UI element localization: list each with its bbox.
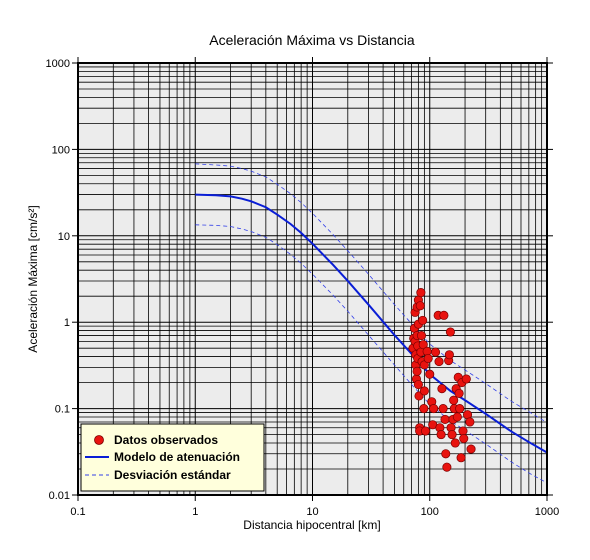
grid	[77, 63, 547, 496]
observed-point	[442, 462, 452, 472]
observed-point	[415, 301, 425, 311]
legend: Datos observados Modelo de atenuación De…	[80, 423, 265, 492]
observed-point	[449, 395, 459, 405]
observed-point	[438, 404, 448, 414]
observed-point	[423, 353, 433, 364]
legend-label-model: Modelo de atenuación	[114, 450, 240, 464]
observed-point	[413, 379, 423, 390]
observed-point	[429, 404, 439, 414]
observed-point	[441, 449, 451, 459]
std-deviation-line-2	[195, 163, 548, 423]
observed-point	[461, 374, 471, 384]
observed-point	[455, 404, 465, 414]
x-tick-label: 1	[192, 506, 198, 518]
observed-point	[440, 414, 450, 424]
attenuation-model-line	[195, 193, 548, 454]
observed-point	[439, 310, 449, 320]
observed-point	[452, 412, 462, 422]
observed-point	[465, 417, 475, 427]
observed-point	[418, 315, 428, 325]
y-tick-label: 0.1	[55, 404, 70, 416]
series-layer	[195, 163, 548, 484]
legend-box	[80, 423, 265, 492]
observed-point	[459, 434, 469, 444]
points-layer	[408, 288, 476, 472]
y-tick-label: 1000	[46, 58, 70, 70]
observed-point	[416, 331, 427, 341]
x-tick-label: 100	[421, 506, 439, 518]
x-tick-label: 1000	[535, 506, 559, 518]
chart-title: Aceleración Máxima vs Distancia	[209, 32, 415, 48]
observed-point	[436, 430, 446, 440]
observed-point	[444, 350, 454, 360]
y-axis-label: Aceleración Máxima [cm/s²]	[26, 205, 40, 352]
observed-point	[418, 340, 428, 350]
x-tick-label: 10	[306, 506, 318, 518]
observed-point	[445, 327, 455, 337]
observed-point	[450, 438, 460, 448]
y-tick-label: 100	[52, 144, 70, 156]
observed-point	[447, 430, 457, 440]
x-tick-label: 0.1	[70, 506, 85, 518]
observed-point	[454, 388, 464, 398]
observed-point	[456, 453, 466, 463]
observed-point	[412, 366, 422, 376]
observed-point	[430, 347, 441, 357]
observed-point	[420, 426, 431, 436]
observed-point	[434, 357, 444, 367]
observed-point	[416, 288, 426, 298]
y-tick-label: 0.01	[49, 490, 70, 502]
observed-point	[437, 384, 447, 394]
std-deviation-line-3	[195, 224, 548, 484]
observed-point	[466, 444, 476, 454]
observed-point	[419, 404, 429, 414]
y-tick-label: 10	[58, 231, 70, 243]
legend-marker-observed	[94, 435, 104, 445]
legend-label-std: Desviación estándar	[114, 468, 231, 482]
observed-point	[425, 369, 435, 379]
x-axis-label: Distancia hipocentral [km]	[243, 518, 380, 532]
y-tick-label: 1	[64, 317, 70, 329]
legend-label-observed: Datos observados	[114, 433, 218, 447]
observed-point	[419, 386, 429, 396]
observed-point	[458, 426, 468, 436]
